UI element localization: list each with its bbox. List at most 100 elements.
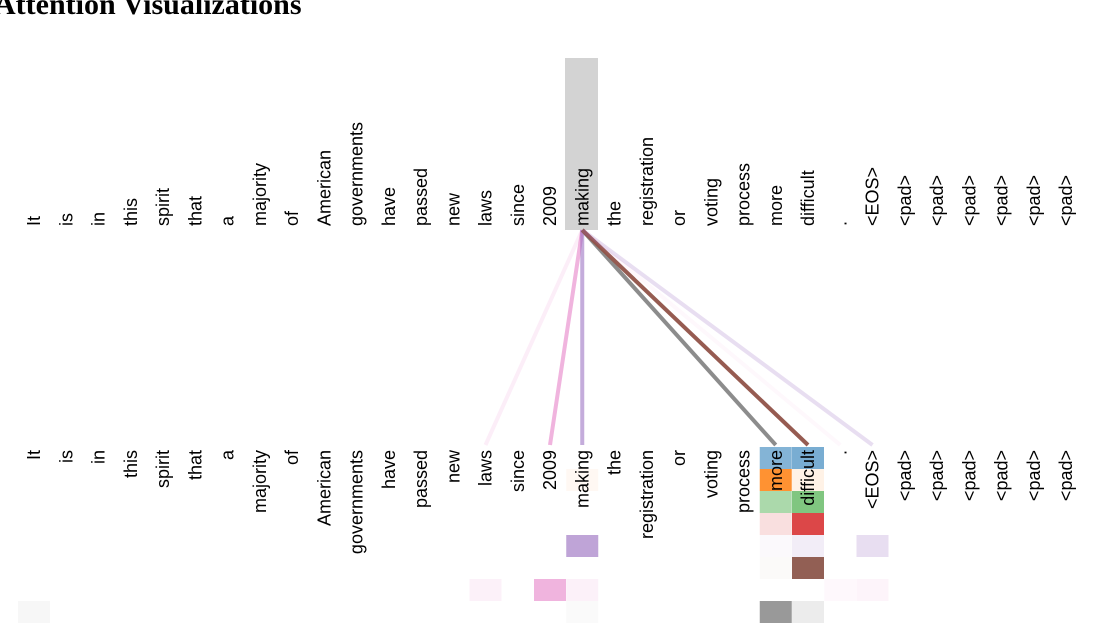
top-token[interactable]: It — [24, 216, 44, 226]
attention-cell — [759, 469, 792, 491]
attention-lines — [483, 228, 874, 447]
bottom-token[interactable]: <pad> — [959, 450, 979, 501]
attention-cell — [759, 491, 792, 513]
attention-cell — [566, 579, 599, 601]
bottom-token[interactable]: voting — [701, 450, 721, 498]
attention-cell — [759, 513, 792, 535]
top-token[interactable]: passed — [411, 168, 431, 226]
top-token[interactable]: making — [572, 168, 592, 226]
bottom-token[interactable]: . — [830, 450, 850, 455]
top-token[interactable]: <pad> — [895, 175, 915, 226]
top-token[interactable]: <pad> — [992, 175, 1012, 226]
top-token[interactable]: of — [282, 210, 302, 226]
bottom-token[interactable]: <pad> — [927, 450, 947, 501]
bottom-token[interactable]: since — [508, 450, 528, 492]
top-token[interactable]: <pad> — [1024, 175, 1044, 226]
top-token[interactable]: governments — [347, 122, 367, 226]
selected-token-highlight[interactable] — [565, 58, 598, 230]
attention-line — [483, 229, 585, 446]
top-token[interactable]: this — [121, 198, 141, 226]
bottom-token[interactable]: laws — [476, 450, 496, 486]
attention-line — [580, 228, 842, 447]
top-token[interactable]: <pad> — [959, 175, 979, 226]
top-token[interactable]: . — [830, 221, 850, 226]
top-token[interactable]: is — [56, 213, 76, 226]
bottom-token[interactable]: of — [282, 449, 302, 465]
top-token[interactable]: American — [314, 150, 334, 226]
attention-cell — [760, 557, 792, 579]
top-token[interactable]: that — [185, 196, 205, 226]
attention-cell — [792, 601, 824, 623]
bottom-token[interactable]: the — [605, 450, 625, 475]
attention-line — [580, 228, 810, 447]
bottom-token[interactable]: have — [379, 450, 399, 489]
attention-cell — [534, 579, 566, 601]
bottom-token[interactable]: difficult — [798, 450, 818, 506]
bottom-token[interactable]: that — [185, 450, 205, 480]
bottom-token[interactable]: process — [734, 450, 754, 513]
top-token[interactable]: registration — [637, 137, 657, 226]
top-token[interactable]: majority — [250, 163, 270, 226]
bottom-token[interactable]: <pad> — [895, 450, 915, 501]
top-token[interactable]: spirit — [153, 188, 173, 226]
top-token[interactable]: a — [218, 215, 238, 226]
top-token[interactable]: laws — [476, 190, 496, 226]
bottom-token[interactable]: majority — [250, 450, 270, 513]
bottom-token[interactable]: spirit — [153, 450, 173, 488]
bottom-token[interactable]: It — [24, 450, 44, 460]
top-token[interactable]: or — [669, 210, 689, 226]
bottom-token[interactable]: making — [572, 450, 592, 508]
top-token[interactable]: <pad> — [927, 175, 947, 226]
attention-cell — [759, 535, 792, 557]
bottom-token[interactable]: a — [218, 449, 238, 460]
top-token[interactable]: <EOS> — [863, 167, 883, 226]
bottom-token[interactable]: <EOS> — [863, 450, 883, 509]
bottom-token[interactable]: new — [443, 449, 463, 483]
top-token[interactable]: <pad> — [1056, 175, 1076, 226]
attention-line — [548, 229, 585, 446]
top-token[interactable]: process — [734, 163, 754, 226]
bottom-token[interactable]: governments — [347, 450, 367, 554]
bottom-token[interactable]: is — [56, 450, 76, 463]
attention-cell — [759, 601, 792, 623]
top-token[interactable]: the — [605, 201, 625, 226]
attention-line — [580, 228, 778, 447]
attention-cell — [792, 469, 824, 491]
attention-cell — [759, 447, 792, 469]
top-token[interactable]: new — [443, 192, 463, 226]
attention-cell — [566, 469, 599, 491]
top-token[interactable]: have — [379, 187, 399, 226]
attention-line — [581, 228, 874, 447]
bottom-token[interactable]: American — [314, 450, 334, 526]
attention-cell — [18, 601, 50, 623]
bottom-token[interactable]: <pad> — [1024, 450, 1044, 501]
attention-line — [580, 228, 810, 447]
top-token[interactable]: since — [508, 184, 528, 226]
top-token[interactable]: more — [766, 185, 786, 226]
bottom-token[interactable]: more — [766, 450, 786, 491]
bottom-token[interactable]: this — [121, 450, 141, 478]
attention-cell — [856, 579, 889, 601]
attention-cell — [469, 579, 502, 601]
attention-cell — [792, 535, 824, 557]
bottom-token[interactable]: <pad> — [1056, 450, 1076, 501]
bottom-token-row: It is in this spirit that a majority of American g… — [24, 449, 1076, 554]
bottom-token[interactable]: <pad> — [992, 450, 1012, 501]
attention-cell — [824, 579, 857, 601]
attention-cell — [566, 535, 599, 557]
top-token[interactable]: 2009 — [540, 186, 560, 226]
attention-cell — [566, 601, 599, 623]
attention-cell — [792, 557, 824, 579]
attention-cell — [792, 491, 824, 513]
bottom-token[interactable]: passed — [411, 450, 431, 508]
top-token[interactable]: in — [89, 212, 109, 226]
bottom-token[interactable]: or — [669, 450, 689, 466]
bottom-token[interactable]: 2009 — [540, 450, 560, 490]
top-token[interactable]: voting — [701, 178, 721, 226]
bottom-token[interactable]: registration — [637, 450, 657, 539]
top-token[interactable]: difficult — [798, 170, 818, 226]
attention-cell — [792, 513, 824, 535]
bottom-token[interactable]: in — [89, 450, 109, 464]
top-token-row: It is in this spirit that a majority of American g… — [24, 122, 1076, 226]
